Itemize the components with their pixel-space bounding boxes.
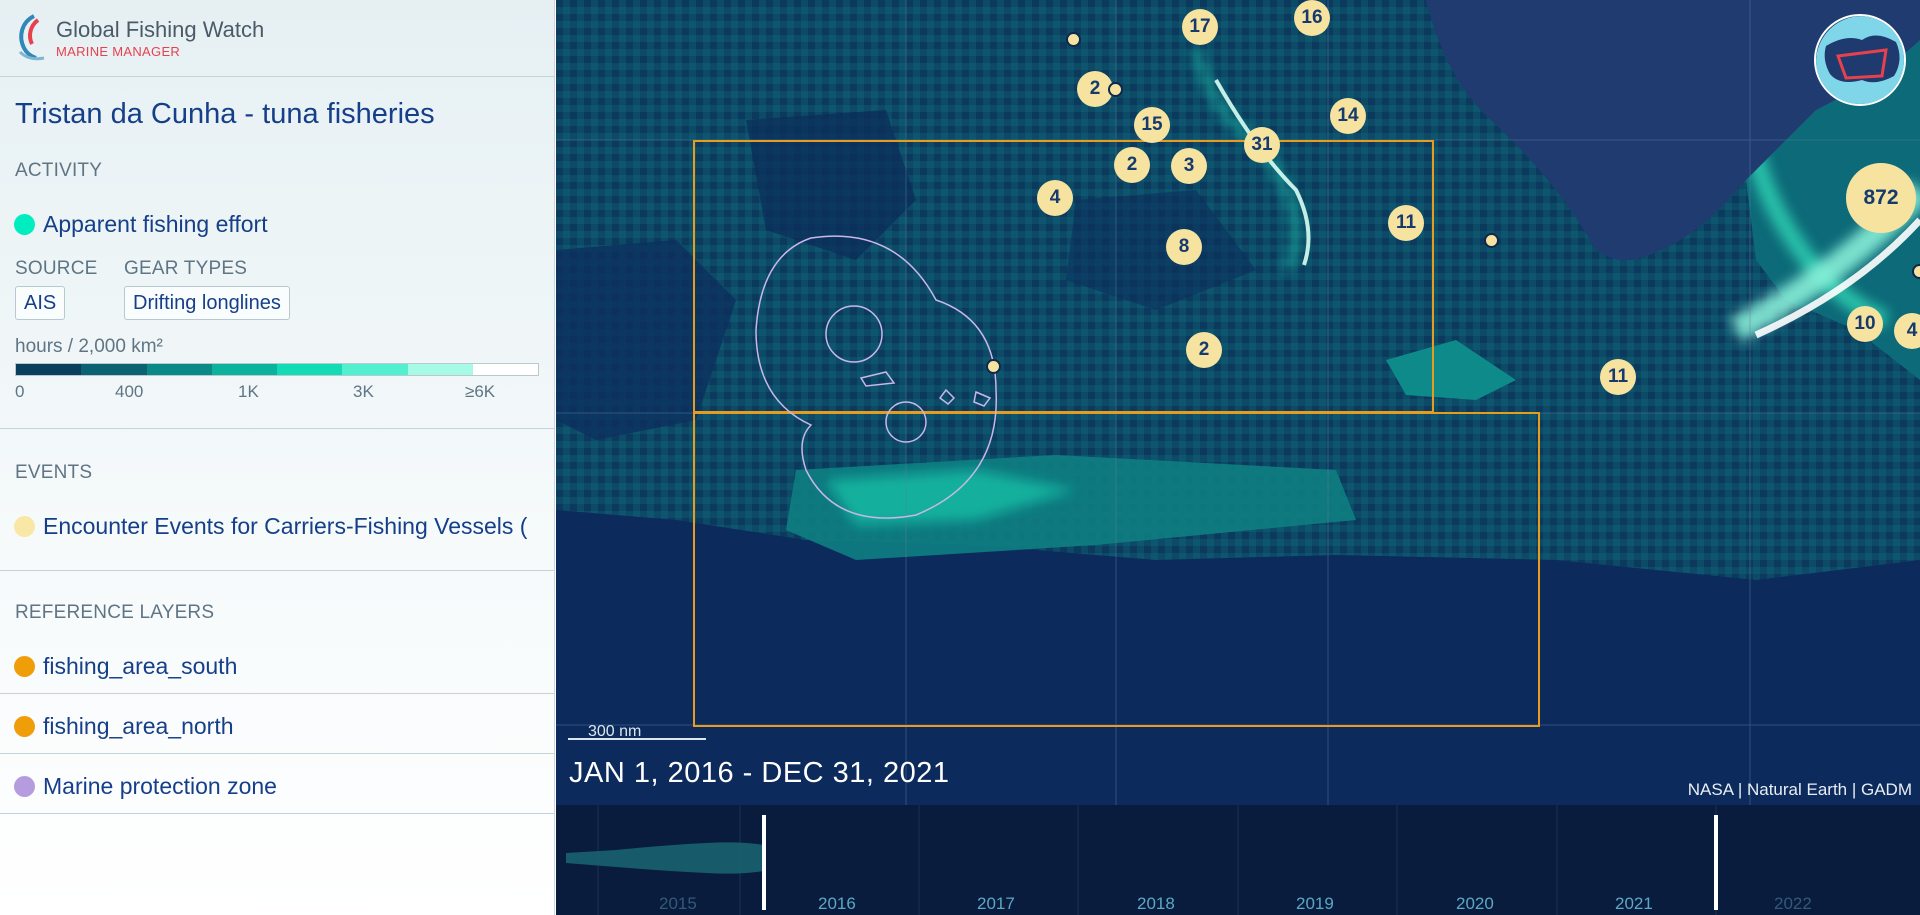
divider (0, 753, 554, 754)
map-canvas[interactable] (556, 0, 1920, 805)
layer-label: fishing_area_south (43, 653, 238, 679)
marine-protection-zone-outline (755, 235, 998, 519)
layer-apparent-fishing-effort[interactable]: Apparent fishing effort (14, 211, 268, 238)
legend-label-400: 400 (115, 382, 144, 401)
encounter-point[interactable] (1484, 233, 1499, 248)
legend-label-1k: 1K (238, 382, 259, 401)
encounter-cluster[interactable]: 11 (1388, 205, 1424, 241)
encounter-point[interactable] (1108, 82, 1123, 97)
encounter-cluster[interactable]: 11 (1600, 359, 1636, 395)
divider (0, 428, 554, 429)
brand[interactable]: Global Fishing Watch MARINE MANAGER (14, 10, 264, 66)
gear-type-chip: Drifting longlines (124, 286, 290, 320)
encounter-cluster[interactable]: 872 (1846, 163, 1916, 233)
legend-label-6k: ≥6K (465, 382, 496, 401)
scale-label: 300 nm (588, 723, 642, 740)
encounter-cluster[interactable]: 31 (1244, 127, 1280, 163)
gear-types-title: GEAR TYPES (124, 258, 248, 279)
encounter-cluster[interactable]: 15 (1134, 107, 1170, 143)
layer-label: Apparent fishing effort (43, 211, 268, 237)
encounter-cluster[interactable]: 8 (1166, 229, 1202, 265)
fishing-area-south-outline (693, 412, 1540, 727)
brand-subtitle: MARINE MANAGER (56, 44, 181, 59)
encounter-cluster[interactable]: 16 (1294, 0, 1330, 36)
encounter-cluster[interactable]: 2 (1114, 147, 1150, 183)
encounter-cluster[interactable]: 17 (1182, 9, 1218, 45)
timebar-year: 2019 (1296, 894, 1334, 913)
layer-fishing-area-north[interactable]: fishing_area_north (14, 713, 234, 740)
events-section-title: EVENTS (15, 462, 93, 483)
layer-marine-protection-zone[interactable]: Marine protection zone (14, 773, 277, 800)
minimap-globe[interactable] (1814, 14, 1906, 106)
fishing-hotspot (1754, 217, 1920, 339)
activity-section-title: ACTIVITY (15, 160, 103, 181)
fishing-hotspot (1214, 79, 1311, 266)
reference-layers-title: REFERENCE LAYERS (15, 602, 215, 623)
encounter-cluster[interactable]: 14 (1330, 98, 1366, 134)
fishing-effort-legend (15, 363, 539, 376)
encounter-cluster[interactable]: 2 (1186, 332, 1222, 368)
map[interactable]: 17 16 2 15 14 2 3 31 4 8 11 872 2 10 4 1… (556, 0, 1920, 805)
encounter-point[interactable] (1912, 264, 1920, 279)
timebar-year: 2016 (818, 894, 856, 913)
divider (0, 570, 554, 571)
land-africa (1426, 0, 1920, 261)
map-scale: 300 nm (568, 723, 706, 740)
divider (0, 813, 554, 814)
timebar-year: 2021 (1615, 894, 1653, 913)
timebar-year: 2015 (659, 894, 697, 913)
source-chip: AIS (15, 286, 66, 320)
layer-color-dot[interactable] (14, 214, 35, 235)
encounter-point[interactable] (1066, 32, 1081, 47)
encounter-point[interactable] (986, 359, 1001, 374)
layer-label: Encounter Events for Carriers-Fishing Ve… (43, 513, 528, 539)
layer-color-dot[interactable] (14, 656, 35, 677)
encounter-cluster[interactable]: 10 (1847, 306, 1883, 342)
layer-encounter-events[interactable]: Encounter Events for Carriers-Fishing Ve… (14, 513, 539, 540)
encounter-cluster[interactable]: 4 (1894, 313, 1920, 349)
timebar-year: 2017 (977, 894, 1015, 913)
layer-color-dot[interactable] (14, 516, 35, 537)
layer-label: fishing_area_north (43, 713, 234, 739)
timebar-year: 2018 (1137, 894, 1175, 913)
activity-graph (566, 805, 1718, 915)
date-range: JAN 1, 2016 - DEC 31, 2021 (569, 757, 950, 789)
source-title: SOURCE (15, 258, 98, 279)
sidebar: Global Fishing Watch MARINE MANAGER Tris… (0, 0, 555, 915)
legend-label-3k: 3K (353, 382, 374, 401)
globe-icon (1816, 16, 1904, 104)
map-attribution[interactable]: NASA | Natural Earth | GADM (1687, 780, 1912, 799)
gfw-logo-icon (18, 14, 45, 61)
legend-label-0: 0 (15, 382, 25, 401)
layer-color-dot[interactable] (14, 716, 35, 737)
timebar-end-handle[interactable] (1714, 815, 1718, 910)
layer-color-dot[interactable] (14, 776, 35, 797)
timebar-start-handle[interactable] (762, 815, 766, 910)
workspace-title: Tristan da Cunha - tuna fisheries (15, 98, 435, 130)
layer-fishing-area-south[interactable]: fishing_area_south (14, 653, 237, 680)
divider (0, 76, 554, 77)
divider (0, 693, 554, 694)
layer-label: Marine protection zone (43, 773, 277, 799)
timebar-year: 2020 (1456, 894, 1494, 913)
encounter-cluster[interactable]: 3 (1171, 148, 1207, 184)
timebar-year: 2022 (1774, 894, 1812, 913)
legend-unit: hours / 2,000 km² (15, 336, 163, 357)
activity-out-of-range (566, 842, 764, 874)
brand-name: Global Fishing Watch (56, 17, 265, 42)
encounter-cluster[interactable]: 4 (1037, 180, 1073, 216)
encounter-cluster[interactable]: 2 (1077, 71, 1113, 107)
timebar[interactable]: 2015 2016 2017 2018 2019 2020 2021 2022 (556, 805, 1920, 915)
